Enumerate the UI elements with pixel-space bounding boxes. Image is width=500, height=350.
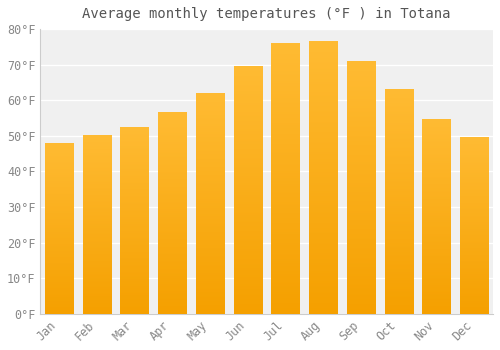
Bar: [347, 61, 375, 314]
Bar: [422, 120, 450, 314]
Bar: [460, 138, 488, 314]
Bar: [158, 113, 186, 314]
Bar: [120, 127, 149, 314]
Bar: [83, 136, 111, 314]
Bar: [45, 143, 74, 314]
Bar: [272, 43, 299, 314]
Bar: [234, 66, 262, 314]
Title: Average monthly temperatures (°F ) in Totana: Average monthly temperatures (°F ) in To…: [82, 7, 451, 21]
Bar: [384, 90, 413, 314]
Bar: [196, 93, 224, 314]
Bar: [309, 42, 338, 314]
